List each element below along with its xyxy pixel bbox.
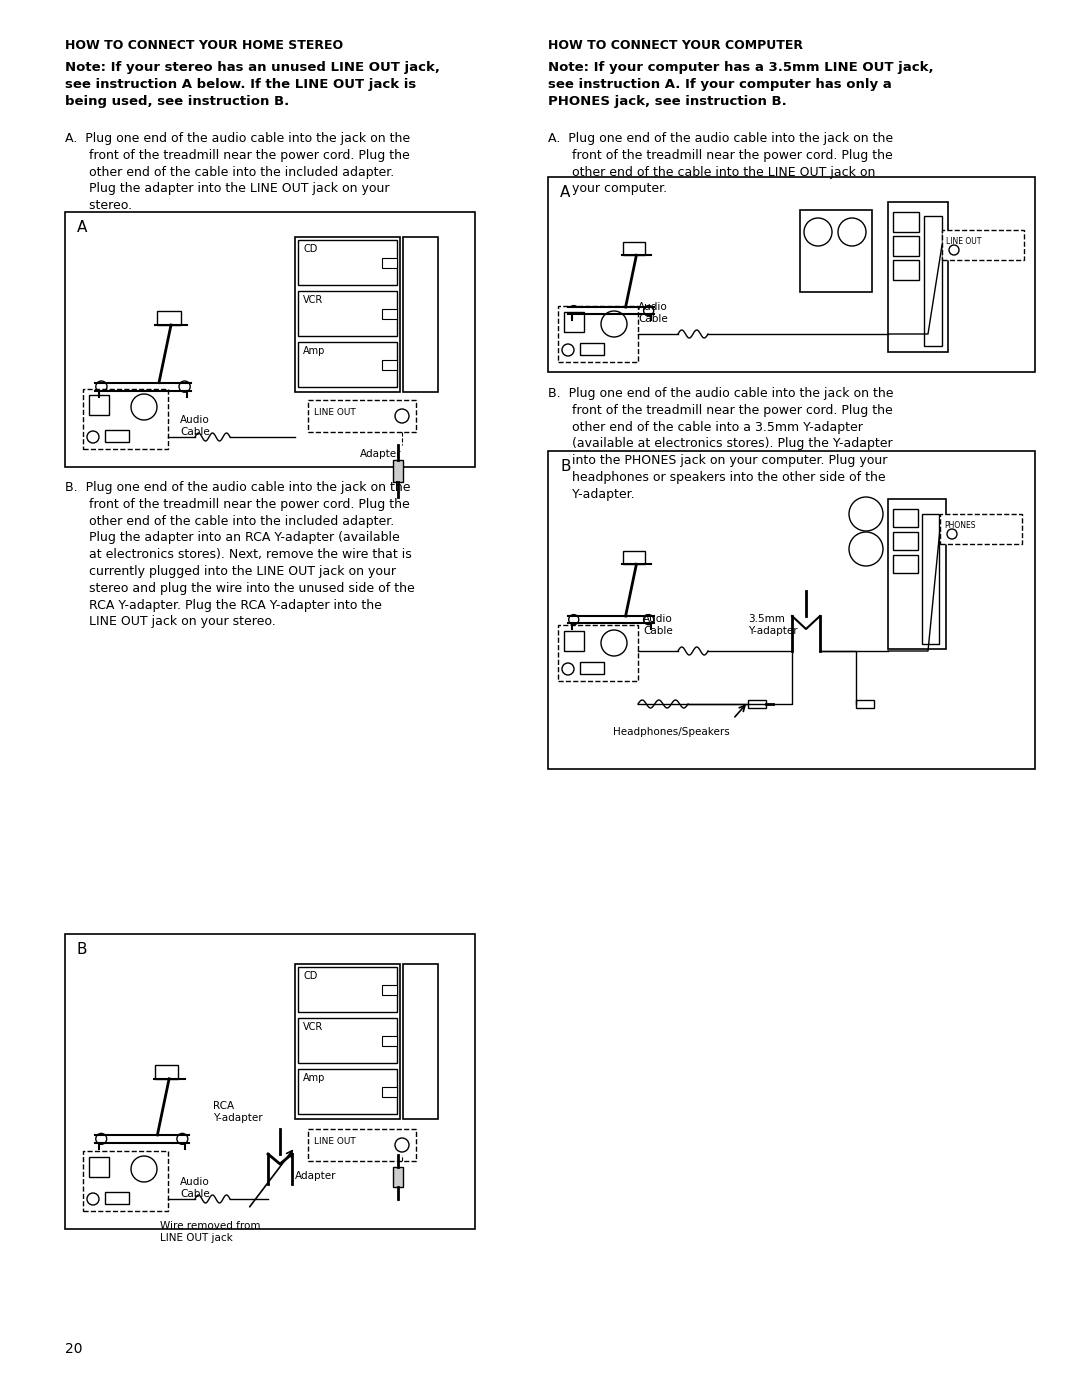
Bar (940, 514, 1022, 543)
Bar (856, 700, 874, 708)
Text: Audio
Cable: Audio Cable (643, 615, 673, 636)
Text: Wire removed from
LINE OUT jack: Wire removed from LINE OUT jack (160, 1221, 260, 1242)
Bar (623, 242, 645, 256)
Bar (893, 212, 919, 232)
Text: B: B (561, 460, 570, 474)
Bar (65, 212, 475, 467)
Bar (156, 1065, 178, 1078)
Bar (893, 555, 918, 573)
Text: RCA
Y-adapter: RCA Y-adapter (213, 1101, 262, 1123)
Bar (558, 306, 638, 362)
Bar (89, 1157, 109, 1178)
Bar (558, 624, 638, 680)
Text: CD: CD (303, 244, 318, 254)
Bar (893, 260, 919, 279)
Text: CD: CD (303, 971, 318, 981)
Bar (298, 967, 397, 1011)
Bar (623, 552, 645, 564)
Text: Note: If your computer has a 3.5mm LINE OUT jack,
see instruction A. If your com: Note: If your computer has a 3.5mm LINE … (548, 61, 933, 108)
Bar (382, 1087, 397, 1097)
Text: A: A (77, 219, 87, 235)
Bar (888, 203, 948, 352)
Bar (548, 451, 1035, 768)
Bar (893, 236, 919, 256)
Text: 3.5mm
Y-adapter: 3.5mm Y-adapter (748, 615, 798, 636)
Bar (893, 532, 918, 550)
Text: Audio
Cable: Audio Cable (638, 302, 667, 324)
Text: B.  Plug one end of the audio cable into the jack on the
      front of the trea: B. Plug one end of the audio cable into … (65, 481, 415, 629)
Bar (393, 460, 403, 482)
Bar (924, 217, 942, 346)
Text: LINE OUT: LINE OUT (314, 408, 355, 416)
Bar (382, 309, 397, 319)
Text: B: B (77, 942, 87, 957)
Text: Note: If your stereo has an unused LINE OUT jack,
see instruction A below. If th: Note: If your stereo has an unused LINE … (65, 61, 440, 108)
Bar (893, 509, 918, 527)
Text: LINE OUT: LINE OUT (946, 237, 982, 246)
Bar (382, 1037, 397, 1046)
Text: Adapter: Adapter (295, 1171, 337, 1180)
Text: Audio
Cable: Audio Cable (180, 415, 210, 437)
Bar (748, 700, 766, 708)
Bar (548, 177, 1035, 372)
Bar (888, 499, 946, 650)
Text: Headphones/Speakers: Headphones/Speakers (613, 726, 730, 738)
Text: VCR: VCR (303, 295, 323, 305)
Bar (382, 985, 397, 995)
Bar (564, 312, 584, 332)
Bar (580, 662, 604, 673)
Bar (89, 395, 109, 415)
Text: PHONES: PHONES (944, 521, 975, 529)
Bar (564, 631, 584, 651)
Bar (105, 1192, 129, 1204)
Bar (393, 1168, 403, 1186)
Bar (157, 310, 180, 326)
Bar (298, 342, 397, 387)
Bar (382, 258, 397, 268)
Bar (298, 240, 397, 285)
Bar (403, 964, 438, 1119)
Bar (295, 964, 400, 1119)
Text: HOW TO CONNECT YOUR HOME STEREO: HOW TO CONNECT YOUR HOME STEREO (65, 39, 343, 52)
Text: B.  Plug one end of the audio cable into the jack on the
      front of the trea: B. Plug one end of the audio cable into … (548, 387, 893, 500)
Bar (942, 231, 1024, 260)
Bar (922, 514, 939, 644)
Bar (308, 400, 416, 432)
Text: VCR: VCR (303, 1023, 323, 1032)
Bar (382, 360, 397, 370)
Bar (298, 291, 397, 337)
Text: LINE OUT: LINE OUT (314, 1137, 355, 1146)
Text: Amp: Amp (303, 1073, 325, 1083)
Bar (83, 388, 168, 448)
Bar (65, 935, 475, 1229)
Bar (83, 1151, 168, 1211)
Bar (105, 430, 129, 441)
Bar (308, 1129, 416, 1161)
Text: A.  Plug one end of the audio cable into the jack on the
      front of the trea: A. Plug one end of the audio cable into … (65, 131, 410, 212)
Bar (580, 344, 604, 355)
Text: HOW TO CONNECT YOUR COMPUTER: HOW TO CONNECT YOUR COMPUTER (548, 39, 804, 52)
Text: A: A (561, 184, 570, 200)
Bar (295, 237, 400, 393)
Bar (298, 1018, 397, 1063)
Bar (403, 237, 438, 393)
Text: Amp: Amp (303, 346, 325, 356)
Text: 20: 20 (65, 1343, 82, 1356)
Text: A.  Plug one end of the audio cable into the jack on the
      front of the trea: A. Plug one end of the audio cable into … (548, 131, 893, 196)
Text: Adapter: Adapter (360, 448, 402, 460)
Text: Audio
Cable: Audio Cable (180, 1178, 210, 1199)
Bar (800, 210, 872, 292)
Bar (298, 1069, 397, 1113)
